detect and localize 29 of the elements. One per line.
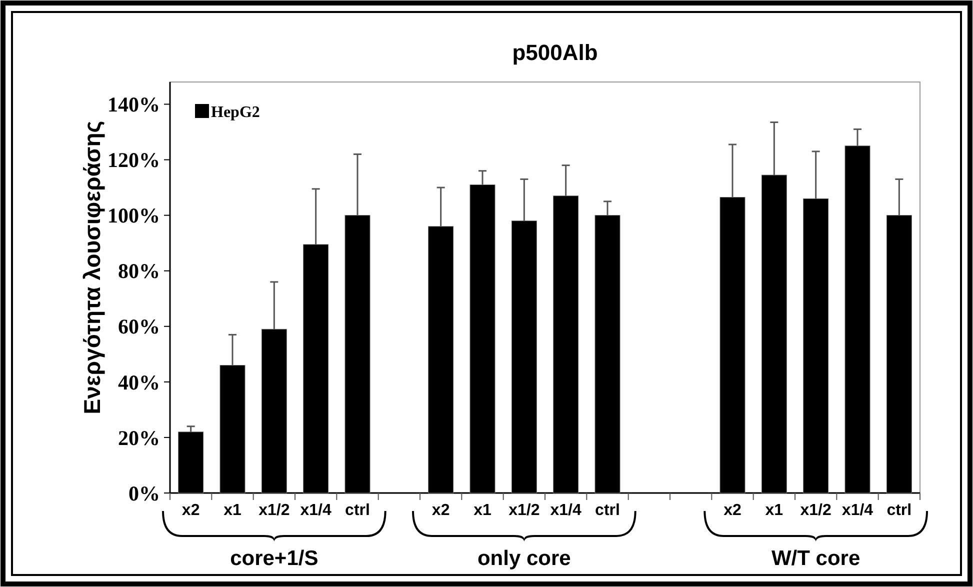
x-tick-label: ctrl (595, 502, 620, 519)
y-tick-label: 60% (118, 314, 160, 339)
x-tick-label: x1/2 (258, 502, 290, 519)
text: core+1/S (230, 547, 318, 570)
x-tick-label: x2 (182, 502, 200, 519)
y-tick-label: 120% (108, 148, 160, 172)
y-tick-label: 20% (118, 426, 160, 450)
x-tick-label: x1 (224, 502, 242, 519)
y-tick-label: 80% (118, 259, 160, 284)
x-tick-label: ctrl (886, 502, 912, 519)
y-tick-label: 140% (108, 92, 160, 117)
x-tick-label: x1 (765, 502, 784, 519)
y-axis-title: Ενεργότητα λουσιφεράσης (79, 120, 105, 414)
x-tick-label: x1/2 (800, 502, 832, 519)
x-tick-label: x1/4 (550, 502, 582, 519)
y-tick-label: 0% (128, 481, 160, 506)
x-tick-label: ctrl (345, 502, 370, 519)
x-tick-label: x1/2 (508, 502, 540, 519)
text: only core (477, 547, 571, 570)
x-tick-label: x2 (724, 502, 742, 519)
y-tick-label: 100% (108, 204, 160, 228)
chart-title: p500Alb (512, 40, 598, 65)
y-tick-label: 40% (118, 370, 160, 394)
text: W/T core (771, 547, 860, 570)
x-tick-label: x1/4 (300, 502, 332, 519)
legend-label: HepG2 (211, 104, 260, 121)
x-tick-label: x1 (474, 502, 492, 519)
x-tick-label: x1/4 (842, 502, 874, 519)
x-tick-label: x2 (432, 502, 450, 519)
